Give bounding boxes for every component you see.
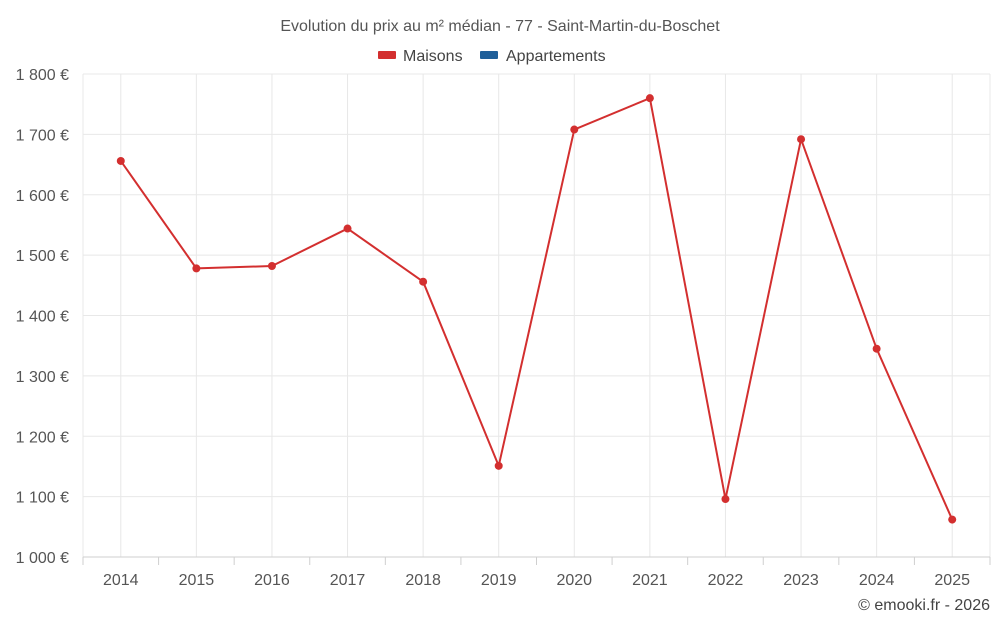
legend-label-maisons: Maisons — [403, 48, 463, 65]
x-axis: 2014 2015 2016 2017 2018 2019 2020 2021 2022 2023… — [82, 556, 991, 589]
y-tick-label: 1 400 € — [16, 309, 69, 326]
data-point-maisons-2025[interactable] — [948, 515, 957, 524]
series-line-maisons — [119, 97, 954, 520]
y-tick-label: 1 800 € — [16, 67, 69, 84]
x-tick-label: 2025 — [934, 572, 970, 589]
x-tick-label: 2023 — [783, 572, 819, 589]
legend: Maisons Appartements — [378, 48, 606, 65]
y-tick-label: 1 600 € — [16, 188, 69, 205]
chart-title: Evolution du prix au m² médian - 77 - Sa… — [280, 18, 720, 35]
x-tick-label: 2014 — [103, 572, 139, 589]
data-point-maisons-2021[interactable] — [645, 94, 654, 103]
x-tick-label: 2015 — [179, 572, 215, 589]
legend-label-appartements: Appartements — [506, 48, 606, 65]
data-point-maisons-2017[interactable] — [343, 224, 352, 233]
y-tick-label: 1 500 € — [16, 248, 69, 265]
data-point-maisons-2023[interactable] — [797, 135, 806, 144]
legend-item-maisons[interactable]: Maisons — [378, 48, 463, 65]
x-tick-label: 2018 — [405, 572, 441, 589]
x-tick-label: 2024 — [859, 572, 895, 589]
x-tick-label: 2020 — [556, 572, 592, 589]
y-tick-label: 1 100 € — [16, 490, 69, 507]
data-point-maisons-2018[interactable] — [419, 277, 428, 286]
data-point-maisons-2014[interactable] — [116, 156, 125, 165]
y-tick-label: 1 300 € — [16, 369, 69, 386]
data-point-maisons-2020[interactable] — [570, 125, 579, 134]
data-point-maisons-2015[interactable] — [192, 264, 201, 273]
data-point-maisons-2019[interactable] — [494, 461, 503, 470]
y-axis: 1 000 € 1 100 € 1 200 € 1 300 € 1 400 € 1 500… — [16, 67, 69, 567]
series-maisons — [116, 94, 957, 524]
y-tick-label: 1 700 € — [16, 127, 69, 144]
x-tick-label: 2016 — [254, 572, 290, 589]
y-tick-label: 1 000 € — [16, 550, 69, 567]
x-tick-label: 2017 — [330, 572, 366, 589]
legend-swatch-appartements — [480, 51, 498, 59]
grid — [82, 73, 991, 557]
x-tick-label: 2019 — [481, 572, 517, 589]
legend-swatch-maisons — [378, 51, 396, 59]
data-point-maisons-2024[interactable] — [872, 344, 881, 353]
legend-item-appartements[interactable]: Appartements — [480, 48, 606, 65]
y-tick-label: 1 200 € — [16, 429, 69, 446]
credit-text: © emooki.fr - 2026 — [858, 597, 990, 614]
data-point-maisons-2016[interactable] — [267, 261, 276, 270]
x-tick-label: 2021 — [632, 572, 668, 589]
x-tick-label: 2022 — [708, 572, 744, 589]
data-point-maisons-2022[interactable] — [721, 495, 730, 504]
